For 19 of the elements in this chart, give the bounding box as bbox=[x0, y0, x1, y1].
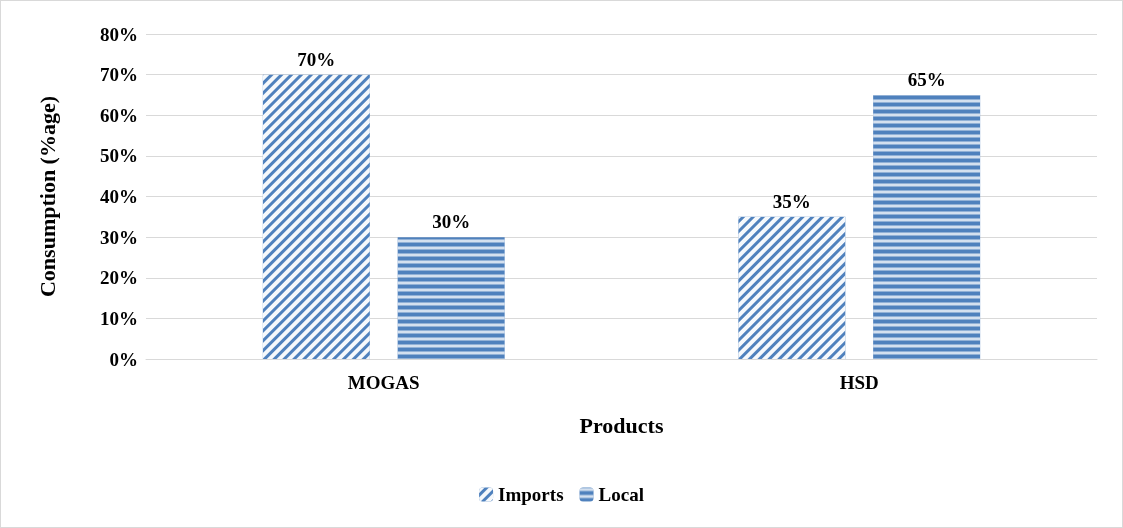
y-tick-label: 70% bbox=[100, 64, 138, 86]
y-tick-label: 80% bbox=[100, 23, 138, 45]
y-tick-label: 10% bbox=[100, 307, 138, 329]
legend-label: Imports bbox=[498, 484, 564, 505]
data-label: 70% bbox=[297, 48, 336, 70]
y-axis-title: Consumption (%age) bbox=[34, 95, 60, 298]
y-tick-label: 0% bbox=[109, 348, 138, 370]
legend-label: Local bbox=[598, 484, 644, 505]
x-tick-label: HSD bbox=[839, 372, 879, 393]
x-tick-label: MOGAS bbox=[347, 372, 420, 393]
y-tick-label: 30% bbox=[100, 226, 138, 248]
y-tick-label: 20% bbox=[100, 267, 138, 289]
data-label: 30% bbox=[432, 211, 471, 233]
y-tick-label: 50% bbox=[100, 145, 138, 167]
data-label: 65% bbox=[907, 68, 946, 90]
y-tick-label: 40% bbox=[100, 186, 138, 207]
data-label: 35% bbox=[772, 190, 811, 212]
y-tick-label: 60% bbox=[100, 104, 138, 126]
x-axis-title: Products bbox=[579, 412, 664, 438]
